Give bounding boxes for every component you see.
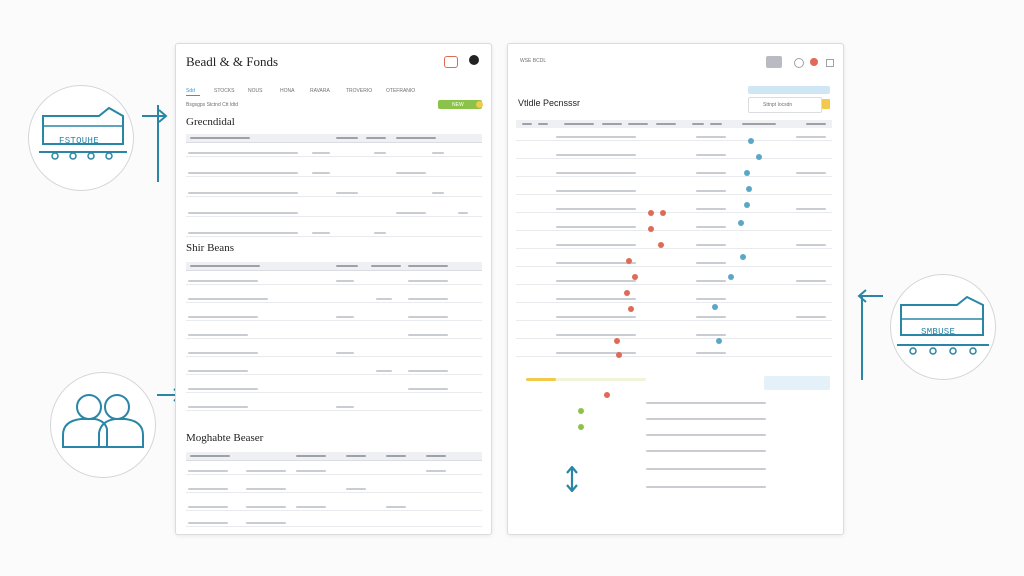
status-dot[interactable] xyxy=(716,338,722,344)
page-title: Vtldle Pecnsssr xyxy=(518,98,581,108)
rail-car-badge: SMBUSE xyxy=(890,274,996,380)
yellow-dot xyxy=(476,101,483,108)
tab-otefranio[interactable]: OTEFRANIO xyxy=(386,88,416,94)
table-row[interactable] xyxy=(186,196,482,197)
table-header xyxy=(516,120,832,128)
progress-track xyxy=(526,378,646,381)
rail-car-icon xyxy=(39,106,127,160)
badge-label: SMBUSE xyxy=(921,327,956,337)
top-label: WSE BCDL xyxy=(520,58,547,64)
section-title: Moghabte Beaser xyxy=(186,432,264,444)
close-icon[interactable] xyxy=(826,59,834,67)
rail-car-badge: FSTOUHE xyxy=(28,85,134,191)
table-row[interactable] xyxy=(186,216,482,217)
circle-icon[interactable] xyxy=(469,55,479,65)
search-bar[interactable] xyxy=(748,86,830,94)
status-dot[interactable] xyxy=(728,274,734,280)
section-title: Grecndidal xyxy=(186,116,235,128)
table-row[interactable] xyxy=(186,176,482,177)
search-placeholder: Sttnpt Iocsdn xyxy=(763,102,793,108)
table-row[interactable] xyxy=(186,236,482,237)
badge-label: FSTOUHE xyxy=(59,136,99,146)
section-title: Shir Beans xyxy=(186,242,234,254)
status-dot[interactable] xyxy=(756,154,762,160)
page-title: Beadl & & Fonds xyxy=(186,54,279,69)
people-icon xyxy=(62,394,144,448)
sub-rows xyxy=(526,394,826,514)
status-dot[interactable] xyxy=(748,138,754,144)
arrow-left-icon xyxy=(857,289,883,380)
tab-hona[interactable]: HONA xyxy=(280,88,295,94)
table-header xyxy=(186,452,482,461)
status-dot[interactable] xyxy=(624,290,630,296)
progress-fill xyxy=(526,378,556,381)
right-panel: WSE BCDL Vtldle Pecnsssr Sttnpt Iocsdn xyxy=(507,43,844,535)
tab-troverio[interactable]: TROVERIO xyxy=(346,88,373,94)
left-panel: Beadl & & Fonds Sdd STOCKS NOUS HONA RAV… xyxy=(175,43,492,535)
table-shir-beans xyxy=(186,262,482,412)
new-button-label: NEW xyxy=(452,102,464,108)
status-dot[interactable] xyxy=(648,226,654,232)
status-dot[interactable] xyxy=(626,258,632,264)
status-dot[interactable] xyxy=(632,274,638,280)
table-header xyxy=(186,134,482,143)
status-dot[interactable] xyxy=(740,254,746,260)
search-input[interactable]: Sttnpt Iocsdn xyxy=(748,97,822,113)
status-dot[interactable] xyxy=(578,424,584,430)
list-icon[interactable] xyxy=(766,56,782,68)
status-dot[interactable] xyxy=(744,202,750,208)
status-dot[interactable] xyxy=(616,352,622,358)
status-dot[interactable] xyxy=(604,392,610,398)
table-header xyxy=(186,262,482,271)
status-dot[interactable] xyxy=(746,186,752,192)
tab-underline xyxy=(186,95,200,96)
new-button[interactable]: NEW xyxy=(438,100,482,109)
status-dot[interactable] xyxy=(658,242,664,248)
tab-stocks[interactable]: STOCKS xyxy=(214,88,235,94)
people-badge xyxy=(50,372,156,478)
table-row[interactable] xyxy=(186,156,482,157)
status-dot[interactable] xyxy=(614,338,620,344)
expand-vertical-icon[interactable] xyxy=(566,465,578,493)
status-dot[interactable] xyxy=(738,220,744,226)
arrow-right-icon xyxy=(142,105,168,182)
detail-box[interactable] xyxy=(764,376,830,390)
status-dot[interactable] xyxy=(660,210,666,216)
subtitle: Bsgsgps Stctnd Ctt ldtd xyxy=(186,102,238,108)
table-moghabte-beaser xyxy=(186,452,482,527)
filter-icon[interactable] xyxy=(822,99,830,109)
status-dot[interactable] xyxy=(648,210,654,216)
status-dot[interactable] xyxy=(712,304,718,310)
status-dot[interactable] xyxy=(578,408,584,414)
tab-sdd[interactable]: Sdd xyxy=(186,88,195,94)
alert-icon[interactable] xyxy=(810,58,818,66)
rail-car-icon xyxy=(897,295,989,355)
tab-nous[interactable]: NOUS xyxy=(248,88,263,94)
timeline-rows xyxy=(516,128,832,368)
gear-icon[interactable] xyxy=(794,58,804,68)
tag-icon[interactable] xyxy=(444,56,458,68)
status-dot[interactable] xyxy=(744,170,750,176)
table-grecndidal xyxy=(186,134,482,244)
status-dot[interactable] xyxy=(628,306,634,312)
tab-ravara[interactable]: RAVARA xyxy=(310,88,330,94)
